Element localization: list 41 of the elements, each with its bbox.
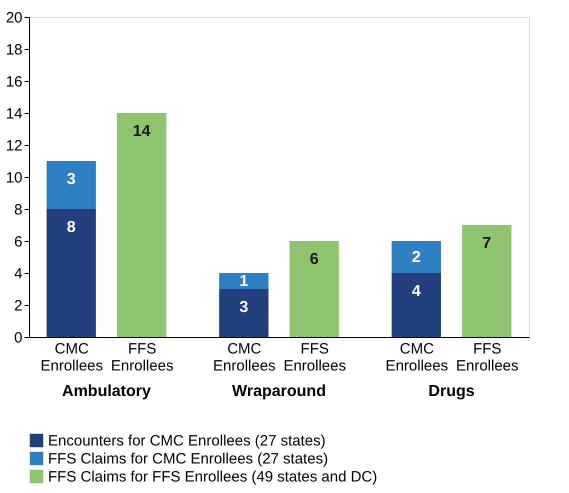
data-label: 7 xyxy=(482,235,492,252)
y-tick-label: 8 xyxy=(14,202,22,218)
bar xyxy=(290,241,339,337)
y-tick-label: 18 xyxy=(6,42,22,58)
bar xyxy=(46,209,96,337)
text: Ambulatory xyxy=(62,383,152,400)
x-tick-label: CMC Enrollees xyxy=(386,340,448,374)
y-tick-label: 20 xyxy=(6,10,22,26)
y-tick-label: 6 xyxy=(14,234,22,250)
data-label: 2 xyxy=(412,249,421,266)
data-label: 4 xyxy=(412,283,421,300)
bar xyxy=(462,225,512,337)
bar xyxy=(392,273,441,337)
legend-label: FFS Claims for FFS Enrollees (49 states and DC) xyxy=(48,468,378,486)
data-label: 3 xyxy=(239,299,248,316)
y-tick-label: 14 xyxy=(6,106,22,122)
text: Drugs xyxy=(428,383,475,400)
y-tick-label: 2 xyxy=(14,298,22,314)
bar xyxy=(46,161,96,209)
data-label: 3 xyxy=(66,171,76,188)
legend-label: FFS Claims for CMC Enrollees (27 states) xyxy=(48,450,328,468)
legend-label: Encounters for CMC Enrollees (27 states) xyxy=(48,432,326,450)
x-tick-label: CMC Enrollees xyxy=(40,340,104,374)
data-label: 14 xyxy=(132,123,151,140)
bar xyxy=(219,273,268,289)
bar xyxy=(117,113,166,337)
bar xyxy=(219,289,268,337)
data-label: 6 xyxy=(310,251,319,268)
y-tick-label: 10 xyxy=(6,170,22,186)
bar xyxy=(392,241,441,273)
x-tick-label: FFS Enrollees xyxy=(110,340,174,374)
text: Wraparound xyxy=(232,383,326,400)
y-tick-label: 16 xyxy=(6,74,22,90)
y-tick-label: 0 xyxy=(14,330,22,346)
y-tick-label: 12 xyxy=(6,138,22,154)
x-tick-label: CMC Enrollees xyxy=(213,340,276,374)
x-tick-label: FFS Enrollees xyxy=(456,340,519,374)
data-label: 1 xyxy=(239,273,248,290)
data-label: 8 xyxy=(66,219,76,236)
y-tick-label: 4 xyxy=(14,266,22,282)
x-tick-label: FFS Enrollees xyxy=(283,340,346,374)
